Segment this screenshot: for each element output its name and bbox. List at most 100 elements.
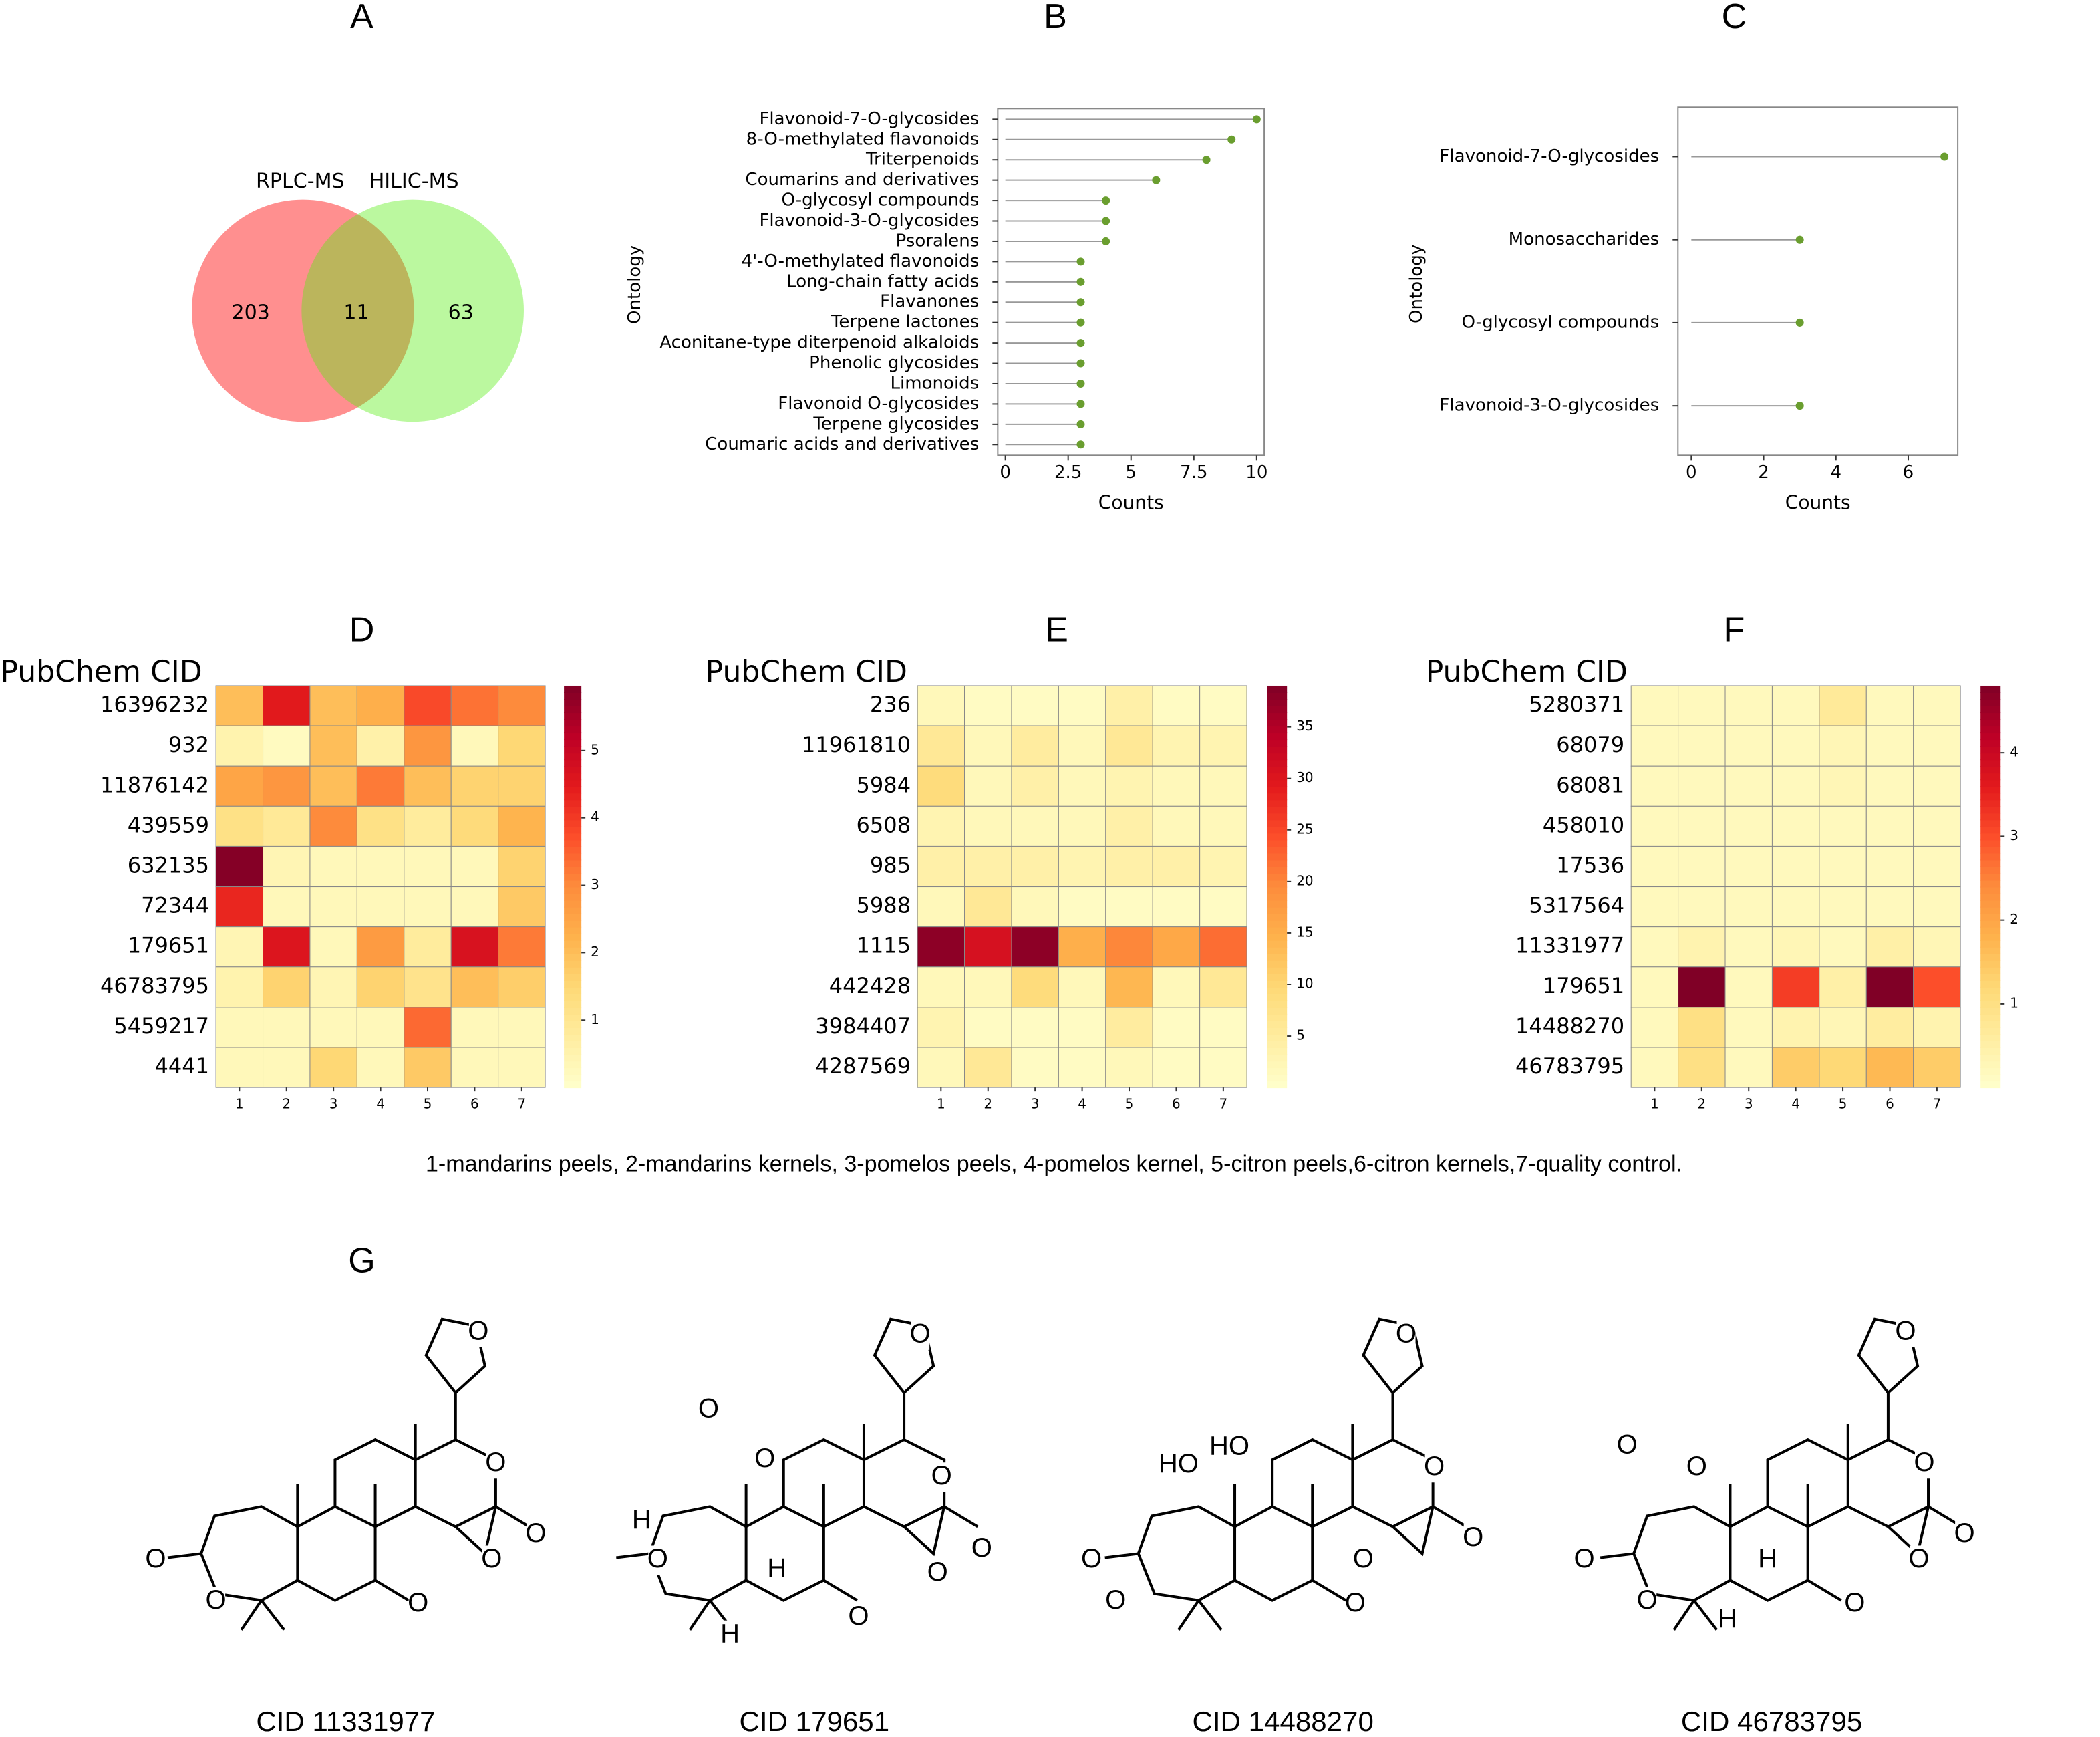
colorbar-segment	[1267, 732, 1288, 741]
colorbar-segment	[564, 773, 582, 781]
atom-bg	[928, 1559, 947, 1589]
heatmap-cell	[1199, 725, 1247, 767]
heatmap-cell	[215, 845, 264, 888]
colorbar-segment	[1980, 873, 2001, 881]
row-label: 16396232	[100, 692, 209, 717]
heatmap-cell	[1771, 1047, 1820, 1088]
heatmap-cell	[1152, 966, 1201, 1008]
colorbar-segment	[1267, 806, 1288, 814]
colorbar-segment	[1980, 966, 2001, 974]
heatmap-cell	[1771, 685, 1820, 726]
colorbar-segment	[564, 712, 582, 720]
colorbar-segment	[1980, 1061, 2001, 1069]
colorbar-segment	[564, 732, 582, 741]
row-label: 5459217	[114, 1013, 209, 1039]
structure	[616, 1317, 979, 1631]
colorbar-segment	[1980, 799, 2001, 807]
column-label: 5	[1839, 1096, 1847, 1112]
heatmap-cell	[1630, 685, 1679, 726]
venn-count: 63	[448, 301, 474, 324]
y-tick-label: Flavanones	[880, 292, 979, 312]
heatmap-cell	[1058, 926, 1106, 968]
colorbar-segment	[1267, 853, 1288, 861]
atom-label: O	[1424, 1452, 1445, 1481]
structure	[1104, 1317, 1467, 1631]
heatmap-cell	[263, 685, 311, 726]
heatmap-cell	[1058, 685, 1106, 726]
heatmap-cell	[1152, 1047, 1201, 1088]
heatmap-cell	[1724, 1007, 1773, 1048]
heatmap-cell	[356, 1047, 405, 1088]
atom-label: O	[1396, 1319, 1416, 1348]
colorbar-segment	[1980, 933, 2001, 941]
heatmap-cell	[1678, 765, 1726, 807]
atom-label: O	[1908, 1544, 1929, 1573]
colorbar-segment	[564, 699, 582, 707]
colorbar-segment	[564, 920, 582, 928]
heatmap-cell	[1865, 926, 1914, 968]
heatmap-cell	[964, 966, 1012, 1008]
bond	[1312, 1579, 1347, 1602]
colorbar-segment	[1980, 699, 2001, 707]
heatmap-cell	[1058, 725, 1106, 767]
bond	[333, 1438, 417, 1528]
heatmap-cell	[356, 966, 405, 1008]
bond	[1177, 1599, 1200, 1631]
colorbar-segment	[564, 1007, 582, 1015]
heatmap-cell	[1630, 1047, 1679, 1088]
x-tick-label: 0	[1000, 462, 1011, 483]
lollipop-marker	[1102, 237, 1110, 245]
colorbar-segment	[564, 913, 582, 921]
heatmap-cell	[1771, 805, 1820, 847]
heatmap-cell	[1630, 765, 1679, 807]
y-axis-label: PubChem CID	[1426, 655, 1628, 689]
colorbar-segment	[1267, 1061, 1288, 1069]
heatmap-cell	[1058, 1007, 1106, 1048]
colorbar-segment	[564, 1054, 582, 1062]
bond	[943, 1505, 979, 1528]
column-label: 6	[470, 1096, 479, 1112]
colorbar-segment	[564, 806, 582, 814]
heatmap-cell	[356, 845, 405, 888]
atom-bg	[1106, 1587, 1125, 1617]
column-label: 4	[1791, 1096, 1800, 1112]
heatmap-cell	[263, 926, 311, 968]
column-label: 6	[1172, 1096, 1181, 1112]
y-tick-label: Flavonoid O-glycosides	[778, 394, 979, 414]
atom-label: O	[1637, 1585, 1658, 1615]
colorbar-segment	[564, 833, 582, 841]
heatmap-cell	[1819, 685, 1867, 726]
heatmap-cell	[309, 805, 357, 847]
colorbar-segment	[1267, 773, 1288, 781]
bond	[1766, 1438, 1849, 1528]
x-axis-label: Counts	[1785, 491, 1851, 513]
colorbar-segment	[1980, 712, 2001, 720]
y-tick-label: Terpene glycosides	[812, 414, 979, 434]
row-label: 1115	[857, 933, 911, 958]
heatmap-cell	[1819, 966, 1867, 1008]
colorbar-segment	[564, 1000, 582, 1008]
colorbar-segment	[564, 866, 582, 874]
heatmap-cell	[1771, 1007, 1820, 1048]
colorbar-segment	[1980, 726, 2001, 734]
colorbar-segment	[564, 886, 582, 894]
heatmap-cell	[404, 805, 452, 847]
colorbar-segment	[1980, 685, 2001, 693]
colorbar-segment	[1267, 1081, 1288, 1089]
heatmap-cell	[498, 765, 546, 807]
colorbar-segment	[1267, 786, 1288, 794]
colorbar-segment	[1267, 759, 1288, 767]
heatmap-cell	[1058, 845, 1106, 888]
colorbar-segment	[564, 1067, 582, 1075]
heatmap-cell	[498, 966, 546, 1008]
y-axis-label: Ontology	[625, 245, 645, 324]
atom-label: O	[408, 1588, 428, 1617]
y-tick-label: Long-chain fatty acids	[786, 271, 979, 291]
colorbar-segment	[564, 973, 582, 981]
heatmap-cell	[1011, 845, 1059, 888]
atom-label: H	[720, 1619, 740, 1648]
colorbar-segment	[1267, 1047, 1288, 1055]
lollipop-marker	[1076, 339, 1085, 348]
heatmap-cell	[1913, 886, 1961, 928]
venn-set-label: HILIC-MS	[369, 170, 459, 193]
